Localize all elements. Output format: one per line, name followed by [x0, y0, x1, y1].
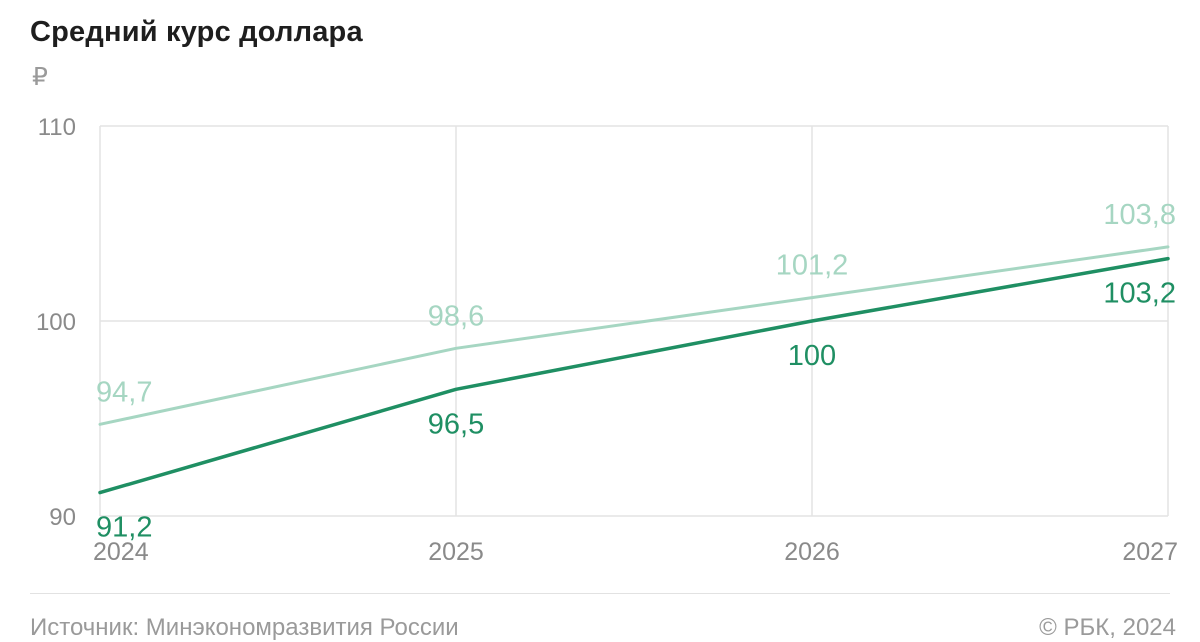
- series-lines: [98, 245, 1170, 495]
- data-labels: 94,7 98,6 101,2 103,8 91,2 96,5 100 103,2: [96, 199, 1176, 544]
- data-label: 94,7: [96, 376, 152, 408]
- grid: [99, 125, 1169, 517]
- data-label: 103,2: [1103, 278, 1176, 310]
- y-axis-ticks: 110 100 90: [36, 114, 76, 531]
- x-tick-label: 2025: [428, 538, 484, 566]
- y-tick-label: 110: [38, 114, 76, 141]
- y-tick-label: 100: [36, 309, 76, 336]
- data-label: 101,2: [776, 250, 849, 282]
- line-chart: 110 100 90 2024 2025 2026 2027 94,7 98,6 101,2 1…: [36, 114, 1178, 566]
- copyright-note: © РБК, 2024: [1039, 614, 1176, 641]
- data-label: 103,8: [1103, 199, 1176, 231]
- data-label: 100: [788, 340, 836, 372]
- y-unit-label: ₽: [32, 63, 48, 91]
- x-tick-label: 2026: [784, 538, 840, 566]
- series-line: [98, 256, 1170, 495]
- data-label: 91,2: [96, 512, 152, 544]
- x-tick-label: 2027: [1122, 538, 1178, 566]
- x-tick-label: 2024: [93, 538, 149, 566]
- y-tick-label: 90: [49, 504, 76, 531]
- data-label: 96,5: [428, 408, 484, 440]
- series-line: [98, 245, 1170, 426]
- footer-divider: [30, 593, 1170, 594]
- x-axis-ticks: 2024 2025 2026 2027: [93, 538, 1178, 566]
- data-label: 98,6: [428, 300, 484, 332]
- chart-title: Средний курс доллара: [30, 16, 363, 48]
- source-note: Источник: Минэкономразвития России: [30, 614, 459, 641]
